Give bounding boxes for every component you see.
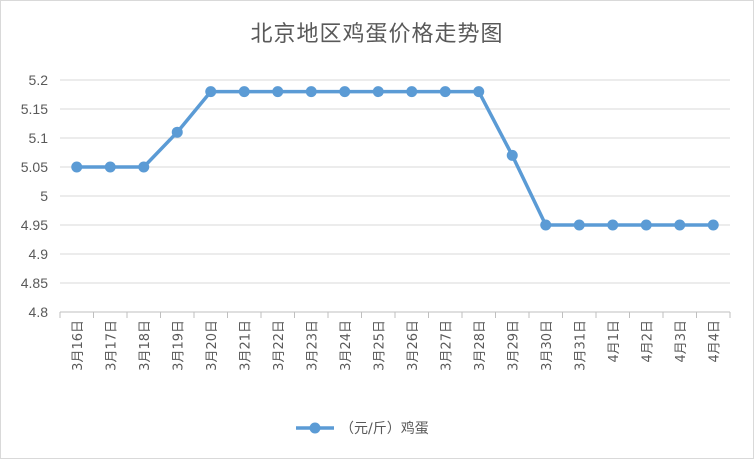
x-tick-label: 3月30日 bbox=[540, 320, 555, 371]
x-tick-label: 4月2日 bbox=[640, 320, 655, 363]
x-tick-label: 3月20日 bbox=[205, 320, 220, 371]
data-point bbox=[71, 161, 83, 173]
legend-marker bbox=[309, 422, 321, 434]
data-point bbox=[305, 86, 317, 98]
legend-label: （元/斤）鸡蛋 bbox=[340, 420, 429, 437]
y-tick-label: 4.8 bbox=[29, 304, 49, 320]
data-point bbox=[238, 86, 250, 98]
x-tick-label: 3月24日 bbox=[339, 320, 354, 371]
x-tick-label: 3月28日 bbox=[473, 320, 488, 371]
x-tick-label: 3月26日 bbox=[406, 320, 421, 371]
x-tick-label: 4月4日 bbox=[707, 320, 722, 363]
series-line bbox=[76, 89, 714, 227]
x-tick-label: 3月25日 bbox=[372, 320, 387, 371]
legend: （元/斤）鸡蛋 bbox=[296, 420, 429, 437]
data-point bbox=[138, 161, 150, 173]
data-point bbox=[674, 219, 686, 231]
y-tick-label: 4.95 bbox=[21, 217, 48, 233]
data-point bbox=[707, 219, 719, 231]
data-point bbox=[473, 86, 485, 98]
data-point bbox=[339, 86, 351, 98]
y-tick-label: 5 bbox=[40, 188, 48, 204]
x-axis bbox=[59, 311, 731, 318]
x-tick-label: 3月22日 bbox=[272, 320, 287, 371]
x-tick-label: 4月1日 bbox=[607, 320, 622, 363]
data-point bbox=[406, 86, 418, 98]
data-point bbox=[272, 86, 284, 98]
data-point bbox=[607, 219, 619, 231]
x-axis-ticks: 3月16日 3月17日 3月18日 3月19日 3月20日 3月21日 3月22日 3月23日… bbox=[71, 320, 723, 371]
x-tick-label: 3月27日 bbox=[439, 320, 454, 371]
data-point bbox=[540, 219, 552, 231]
x-tick-label: 3月19日 bbox=[171, 320, 186, 371]
x-tick-label: 3月29日 bbox=[506, 320, 521, 371]
x-tick-label: 3月18日 bbox=[138, 320, 153, 371]
x-tick-label: 3月16日 bbox=[71, 320, 86, 371]
y-tick-label: 5.15 bbox=[21, 101, 48, 117]
y-tick-label: 4.9 bbox=[29, 246, 49, 262]
x-tick-label: 3月23日 bbox=[305, 320, 320, 371]
gridlines bbox=[60, 79, 730, 313]
y-axis-ticks: 5.2 5.15 5.1 5.05 5 4.95 4.9 4.85 4.8 bbox=[21, 72, 48, 320]
data-point bbox=[171, 126, 183, 138]
series-layer bbox=[71, 86, 719, 231]
data-point bbox=[573, 219, 585, 231]
x-tick-label: 3月31日 bbox=[573, 320, 588, 371]
y-tick-label: 5.1 bbox=[29, 130, 49, 146]
data-point bbox=[506, 149, 518, 161]
y-tick-label: 5.2 bbox=[29, 72, 49, 88]
data-point bbox=[640, 219, 652, 231]
data-point bbox=[104, 161, 116, 173]
data-point bbox=[439, 86, 451, 98]
y-tick-label: 5.05 bbox=[21, 159, 48, 175]
data-point bbox=[372, 86, 384, 98]
x-tick-label: 4月3日 bbox=[674, 320, 689, 363]
x-tick-label: 3月17日 bbox=[104, 320, 119, 371]
x-tick-label: 3月21日 bbox=[238, 320, 253, 371]
y-tick-label: 4.85 bbox=[21, 275, 48, 291]
chart-title: 北京地区鸡蛋价格走势图 bbox=[250, 22, 504, 47]
data-point bbox=[205, 86, 217, 98]
